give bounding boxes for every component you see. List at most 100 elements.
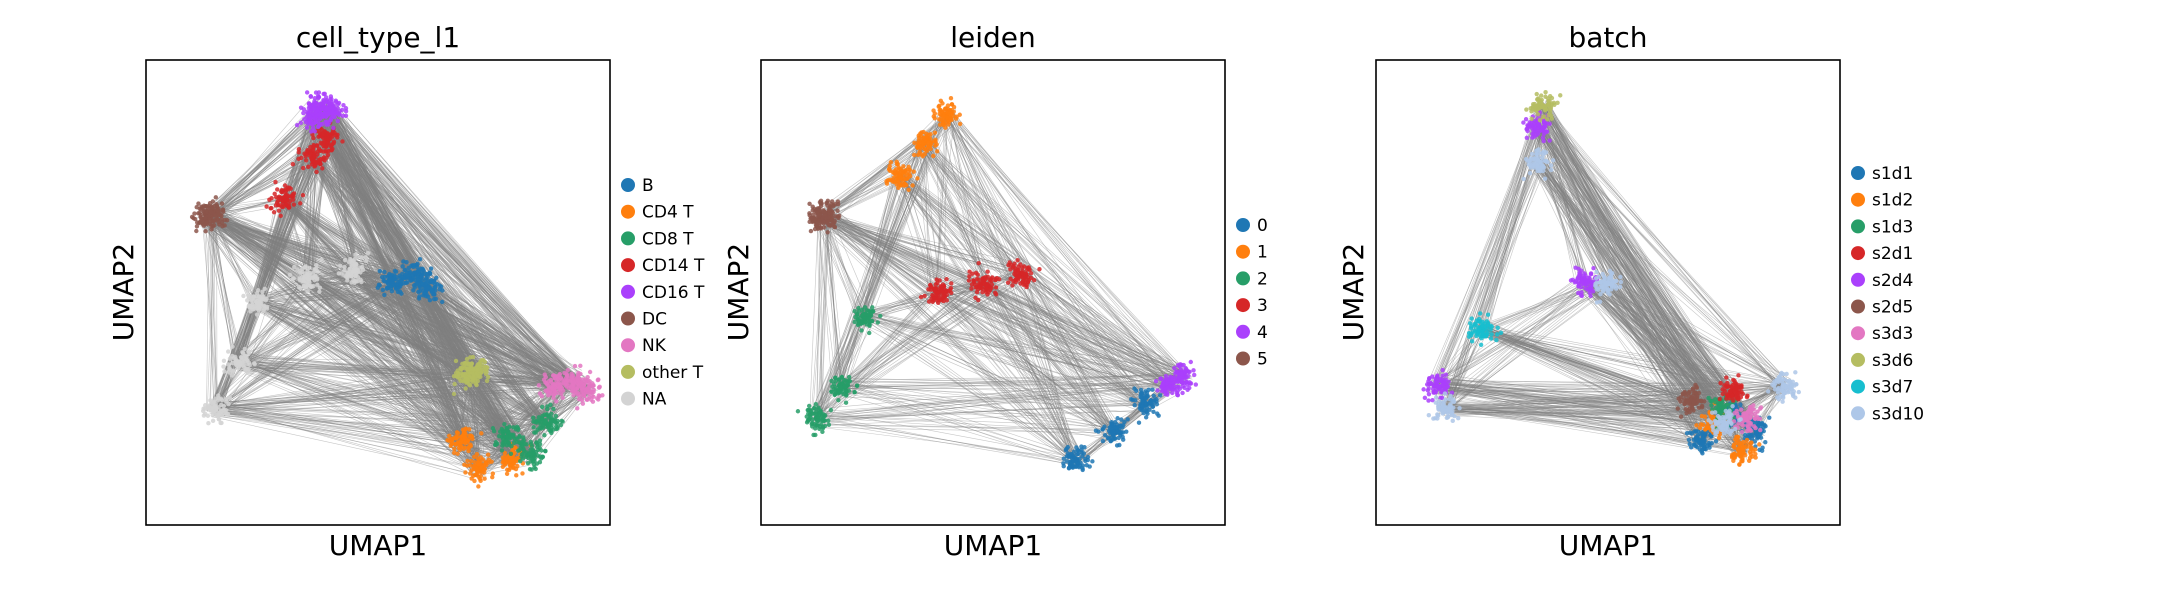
data-point — [245, 358, 250, 363]
graph-edge — [209, 214, 594, 396]
graph-edge — [255, 303, 472, 441]
graph-edge — [287, 204, 514, 443]
graph-edge — [315, 163, 464, 443]
graph-edge — [314, 117, 571, 387]
graph-edge — [325, 106, 589, 392]
graph-edge — [212, 380, 467, 409]
graph-edge — [323, 99, 359, 268]
data-point — [322, 139, 327, 144]
data-point — [585, 378, 591, 383]
graph-edge — [325, 141, 554, 389]
data-point — [388, 281, 394, 287]
data-point — [257, 299, 262, 305]
graph-edge — [333, 110, 556, 389]
data-point — [588, 388, 593, 394]
graph-edge — [207, 215, 458, 442]
data-point — [219, 201, 225, 206]
graph-edge — [332, 131, 573, 386]
graph-edge — [208, 210, 570, 386]
data-point — [290, 276, 296, 282]
data-point — [535, 444, 540, 450]
graph-edge — [260, 302, 568, 379]
graph-edge — [222, 375, 565, 410]
graph-edge — [242, 357, 478, 363]
graph-edge — [319, 108, 474, 383]
data-point — [230, 344, 235, 349]
graph-edge — [393, 285, 583, 390]
graph-edge — [307, 120, 474, 374]
graph-edge — [309, 158, 469, 380]
graph-edge — [304, 277, 477, 464]
graph-edge — [238, 139, 331, 364]
graph-edge — [325, 137, 573, 380]
graph-edge — [318, 148, 418, 276]
legend-marker — [621, 231, 635, 246]
graph-edge — [281, 199, 509, 434]
graph-edge — [253, 295, 506, 435]
data-point — [456, 445, 462, 450]
data-point — [434, 275, 439, 281]
data-point — [288, 194, 293, 199]
graph-edge — [363, 261, 464, 441]
data-point — [485, 452, 491, 457]
graph-edge — [236, 364, 573, 380]
graph-edge — [241, 361, 553, 388]
graph-edge — [259, 302, 555, 386]
graph-edge — [213, 278, 418, 410]
graph-edge — [307, 279, 458, 448]
data-point — [406, 265, 411, 271]
graph-edge — [314, 106, 563, 379]
graph-edge — [236, 280, 303, 364]
graph-edge — [256, 143, 326, 306]
graph-edge — [316, 109, 473, 373]
graph-edge — [218, 268, 423, 407]
graph-edge — [235, 359, 519, 459]
data-point — [411, 283, 417, 288]
graph-edge — [313, 158, 512, 456]
graph-edge — [246, 366, 577, 387]
graph-edge — [236, 289, 431, 366]
data-point — [315, 282, 320, 287]
graph-edge — [212, 211, 584, 393]
graph-edge — [254, 298, 459, 439]
graph-edge — [257, 143, 331, 300]
data-point — [465, 458, 470, 464]
graph-edge — [423, 279, 466, 378]
graph-edge — [239, 364, 544, 423]
graph-edge — [239, 281, 304, 358]
graph-edge — [211, 289, 303, 406]
data-point — [301, 110, 306, 116]
data-point — [458, 366, 464, 372]
graph-edge — [354, 265, 510, 443]
graph-edge — [314, 121, 474, 367]
data-point — [300, 165, 306, 171]
graph-edge — [213, 415, 518, 466]
graph-edge — [212, 415, 535, 459]
graph-edge — [263, 301, 570, 376]
data-point — [517, 447, 522, 453]
data-point — [404, 259, 409, 265]
graph-edge — [433, 286, 571, 380]
graph-edge — [332, 136, 466, 382]
series-b — [375, 257, 445, 305]
graph-edge — [390, 287, 467, 379]
graph-edge — [310, 277, 513, 428]
graph-edge — [315, 103, 471, 382]
graph-edge — [255, 307, 505, 439]
data-point — [353, 267, 358, 273]
graph-edge — [241, 369, 478, 468]
data-point — [288, 186, 293, 191]
graph-edge — [467, 390, 589, 442]
data-point — [314, 108, 320, 113]
graph-edge — [213, 403, 539, 421]
graph-edge — [237, 120, 310, 366]
data-point — [482, 476, 487, 481]
graph-edge — [238, 370, 590, 387]
data-point — [460, 427, 466, 432]
graph-edge — [285, 204, 537, 457]
graph-edge — [327, 101, 415, 268]
graph-edge — [203, 211, 245, 363]
graph-edge — [233, 268, 356, 354]
graph-edge — [304, 273, 467, 376]
graph-edge — [218, 281, 390, 414]
